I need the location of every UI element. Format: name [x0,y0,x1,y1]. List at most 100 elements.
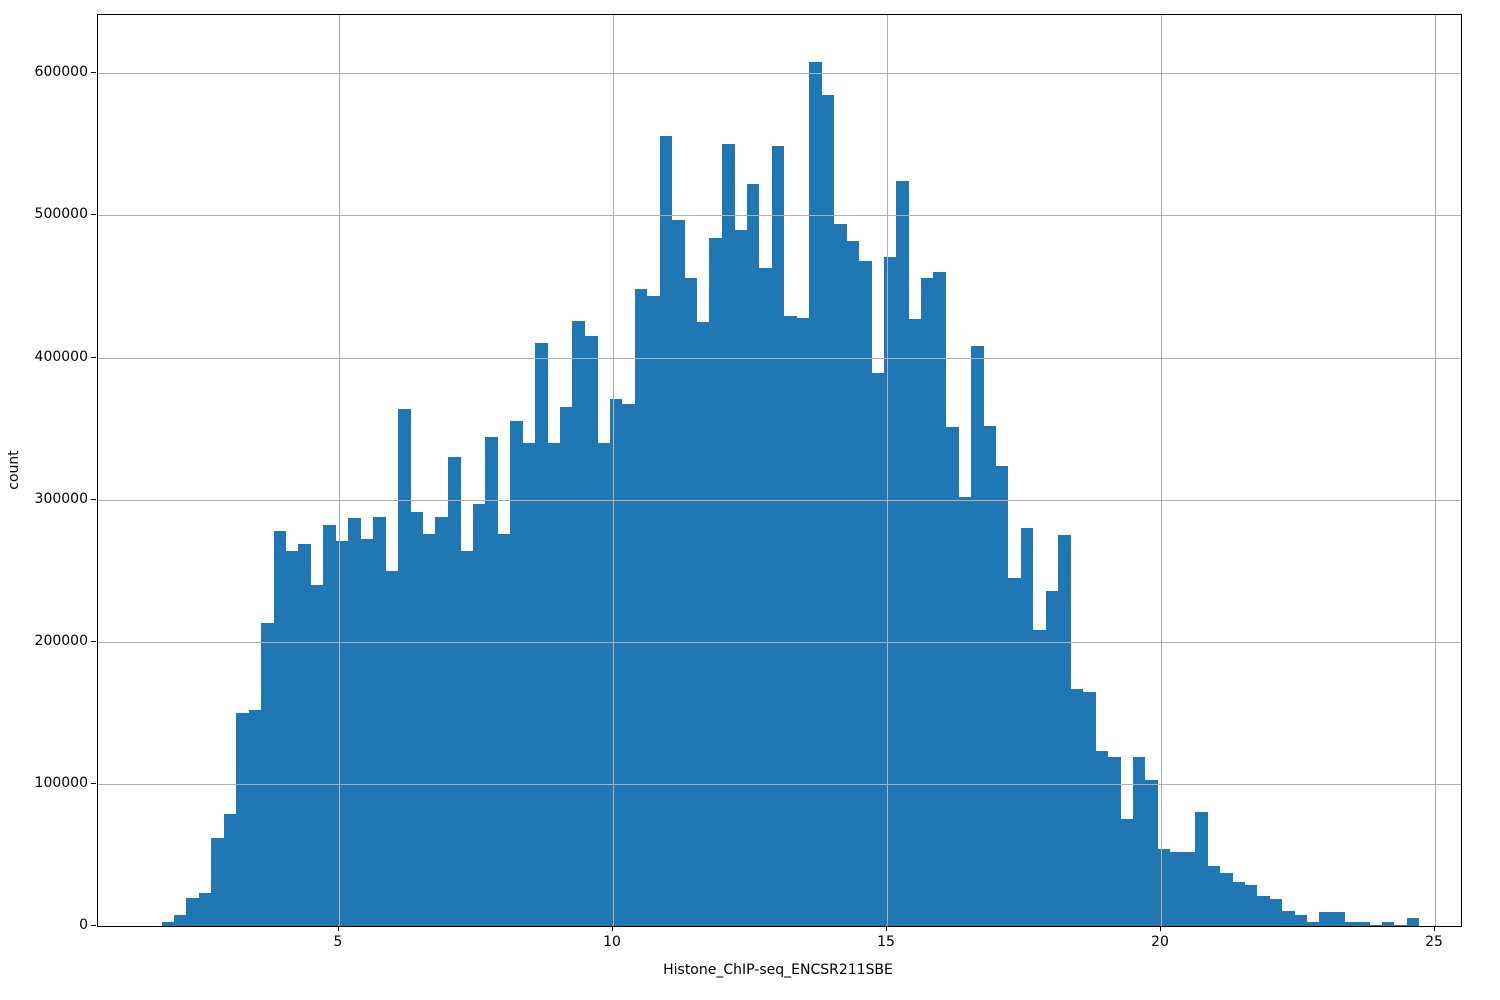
histogram-bar [734,229,747,926]
histogram-bar [883,256,897,926]
histogram-bar [497,533,511,926]
y-tick-label: 600000 [34,64,88,81]
x-tick-label: 15 [877,934,895,950]
x-gridline [1435,15,1437,926]
y-tick-mark [91,640,96,642]
histogram-bar [759,267,772,926]
x-gridline [1161,15,1163,926]
histogram-bar [298,543,312,926]
histogram-bar [784,316,797,926]
histogram-bar [1020,528,1034,926]
histogram-bar [1045,590,1059,926]
y-axis-label: count [6,450,22,490]
histogram-bar [933,272,947,926]
histogram-bar [597,442,611,926]
histogram-bar [846,240,860,926]
x-gridline [613,15,615,926]
histogram-bar [348,518,362,926]
histogram-bar [659,135,673,926]
histogram-bar [796,317,810,926]
plot-area [97,14,1462,927]
histogram-bar [721,144,735,926]
histogram-bar [945,427,959,926]
x-tick-mark [338,926,339,931]
histogram-bar [696,321,710,926]
histogram-bar [236,712,249,926]
histogram-bar [1331,911,1345,926]
histogram-bar [1282,911,1295,926]
histogram-bar [1157,849,1171,926]
histogram-bar [422,533,436,926]
histogram-bar [833,223,847,926]
histogram-bar [198,893,212,926]
x-tick-mark [886,926,888,931]
histogram-bar [385,570,399,926]
y-gridline [98,215,1461,217]
histogram-bar [1232,881,1246,926]
y-gridline [98,783,1461,785]
histogram-bar [572,320,586,926]
histogram-bar [709,238,723,926]
x-gridline [339,15,340,926]
histogram-bar [535,343,548,926]
y-tick-label: 0 [79,917,88,933]
histogram-bar [1170,852,1183,926]
histogram-bar [1257,896,1270,926]
y-tick-mark [91,925,96,926]
histogram-bar [995,465,1009,926]
histogram-bar [360,539,374,926]
histogram-bar [510,421,523,926]
histogram-bar [410,512,424,926]
histogram-bar [1008,577,1021,926]
histogram-bar [1057,535,1071,926]
y-gridline [98,641,1461,643]
y-tick-mark [91,72,96,74]
histogram-bar [1145,779,1158,926]
histogram-bar [1319,911,1333,926]
histogram-bar [921,277,934,926]
histogram-bar [1194,812,1208,926]
histogram-bar [771,145,785,926]
histogram-bar [1344,921,1358,926]
y-tick-label: 100000 [34,774,88,791]
histogram-bar [173,915,187,926]
histogram-bar [1406,918,1420,926]
histogram-bar [671,219,685,926]
histogram-bar [609,398,623,926]
histogram-bar [1381,921,1395,926]
x-tick-mark [1434,926,1436,931]
histogram-bar [522,442,536,926]
histogram-bar [1269,899,1283,926]
histogram-bar [1182,852,1196,926]
x-axis-label: Histone_ChIP-seq_ENCSR211SBE [663,962,893,978]
histogram-bar [1219,873,1233,926]
histogram-bar [647,296,660,926]
histogram-bar [1394,924,1407,926]
histogram-bar [323,525,337,926]
histogram-bar [335,540,349,926]
histogram-bar [161,922,175,926]
x-tick-label: 10 [603,934,621,950]
histogram-bar [223,813,237,926]
histogram-bar [1033,630,1046,926]
y-tick-label: 200000 [34,632,88,649]
histogram-bar [485,437,498,926]
histogram-bar [896,181,909,926]
histogram-bar [871,373,884,926]
histogram-bar [908,319,922,926]
y-tick-label: 300000 [34,490,88,507]
histogram-bar [472,503,486,926]
y-tick-mark [91,782,96,784]
histogram-bar [398,408,411,926]
histogram-bar [373,516,386,926]
histogram-bar [1356,922,1370,926]
histogram-bar [248,709,262,926]
x-tick-label: 20 [1151,934,1169,950]
y-tick-label: 500000 [34,206,88,223]
histogram-bar [286,550,299,926]
histogram-bar [808,61,822,926]
histogram-bar [1082,691,1096,926]
histogram-bar [858,260,872,926]
histogram-bar [634,289,648,926]
